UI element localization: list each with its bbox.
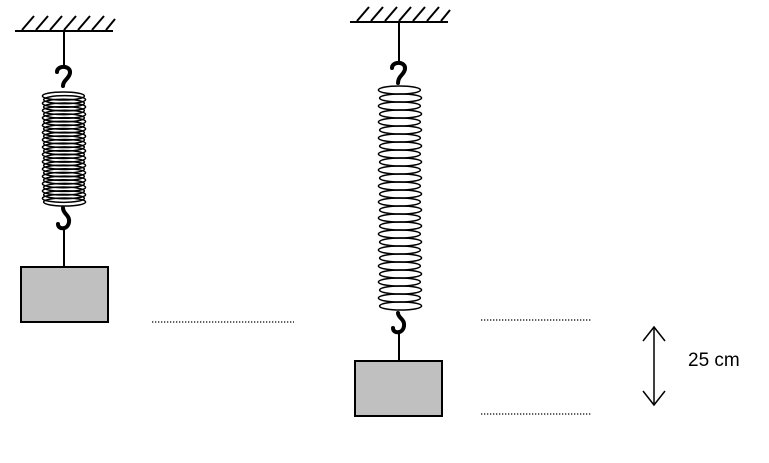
spring-coil-loop bbox=[377, 245, 422, 255]
spring-coil-loop bbox=[377, 213, 422, 223]
right-setup bbox=[350, 6, 451, 417]
double-headed-arrow-icon bbox=[642, 325, 666, 407]
spring-coil-loop bbox=[378, 173, 423, 183]
spring-coil-loop bbox=[378, 205, 423, 215]
spring-coil-loop bbox=[378, 237, 423, 247]
left-top-hook-icon bbox=[55, 64, 72, 88]
left-mass-block bbox=[20, 266, 109, 323]
spring-coil-loop bbox=[378, 269, 423, 279]
left-bottom-hook-icon bbox=[56, 206, 72, 231]
right-bottom-hook-icon bbox=[391, 311, 407, 335]
spring-coil-loop bbox=[378, 157, 423, 167]
spring-coil-loop bbox=[378, 189, 423, 199]
spring-coil-loop bbox=[377, 293, 422, 303]
spring-coil-loop bbox=[378, 285, 423, 295]
spring-coil-loop bbox=[377, 101, 422, 111]
right-mass-block bbox=[354, 360, 443, 417]
spring-coil-loop bbox=[377, 165, 422, 175]
spring-coil-loop bbox=[377, 261, 422, 271]
spring-coil-loop bbox=[41, 193, 86, 204]
spring-coil-loop bbox=[377, 85, 422, 95]
spring-coil-loop bbox=[378, 109, 423, 119]
left-spring-coil-icon bbox=[41, 91, 87, 207]
spring-coil-loop bbox=[378, 301, 423, 311]
measurement-label: 25 cm bbox=[688, 350, 740, 371]
left-ceiling-icon bbox=[15, 15, 116, 32]
spring-coil-loop bbox=[378, 221, 423, 231]
right-ceiling-icon bbox=[350, 6, 451, 23]
spring-coil-loop bbox=[377, 229, 422, 239]
spring-coil-loop bbox=[377, 149, 422, 159]
spring-coil-loop bbox=[377, 277, 422, 287]
spring-coil-loop bbox=[377, 133, 422, 143]
spring-coil-loop bbox=[378, 93, 423, 103]
spring-coil-loop bbox=[378, 141, 423, 151]
right-top-hook-icon bbox=[390, 60, 407, 85]
left-setup bbox=[15, 15, 116, 323]
spring-coil-loop bbox=[377, 117, 422, 127]
spring-coil-loop bbox=[42, 197, 87, 207]
spring-coil-loop bbox=[378, 125, 423, 135]
spring-coil-loop bbox=[377, 181, 422, 191]
spring-coil-loop bbox=[377, 197, 422, 207]
spring-coil-loop bbox=[378, 253, 423, 263]
right-spring-coil-icon bbox=[377, 85, 423, 311]
